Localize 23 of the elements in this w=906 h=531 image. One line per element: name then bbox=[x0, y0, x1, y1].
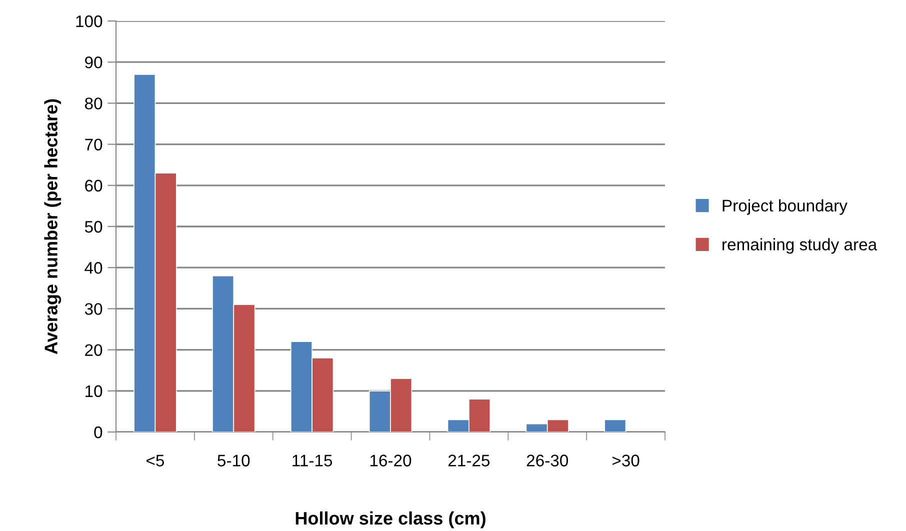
legend-label: Project boundary bbox=[722, 199, 848, 215]
x-tick-label: 16-20 bbox=[370, 454, 412, 466]
y-tick-label: 20 bbox=[85, 344, 102, 356]
x-tick-label: >30 bbox=[612, 454, 640, 466]
x-tick-label: 5-10 bbox=[218, 454, 250, 466]
y-tick-label: 50 bbox=[84, 220, 102, 233]
x-tick-label: <5 bbox=[146, 454, 164, 466]
y-tick-label: 90 bbox=[85, 56, 102, 68]
x-axis-title: Hollow size class (cm) bbox=[296, 511, 486, 528]
y-tick-label: 100 bbox=[76, 15, 102, 28]
legend-label: remaining study area bbox=[722, 238, 878, 254]
y-tick-label: 70 bbox=[85, 138, 102, 151]
y-tick-label: 10 bbox=[86, 385, 102, 398]
y-axis-title: Average number (per hectare) bbox=[44, 99, 62, 354]
x-tick-label: 21-25 bbox=[448, 454, 490, 466]
x-tick-label: 11-15 bbox=[292, 454, 332, 466]
y-tick-label: 0 bbox=[94, 426, 102, 438]
y-tick-label: 40 bbox=[84, 262, 102, 274]
x-tick-label: 26-30 bbox=[526, 454, 568, 466]
bar bbox=[604, 419, 626, 432]
y-tick-label: 80 bbox=[84, 98, 102, 110]
y-tick-label: 60 bbox=[85, 180, 102, 192]
y-tick-label: 30 bbox=[84, 303, 102, 315]
